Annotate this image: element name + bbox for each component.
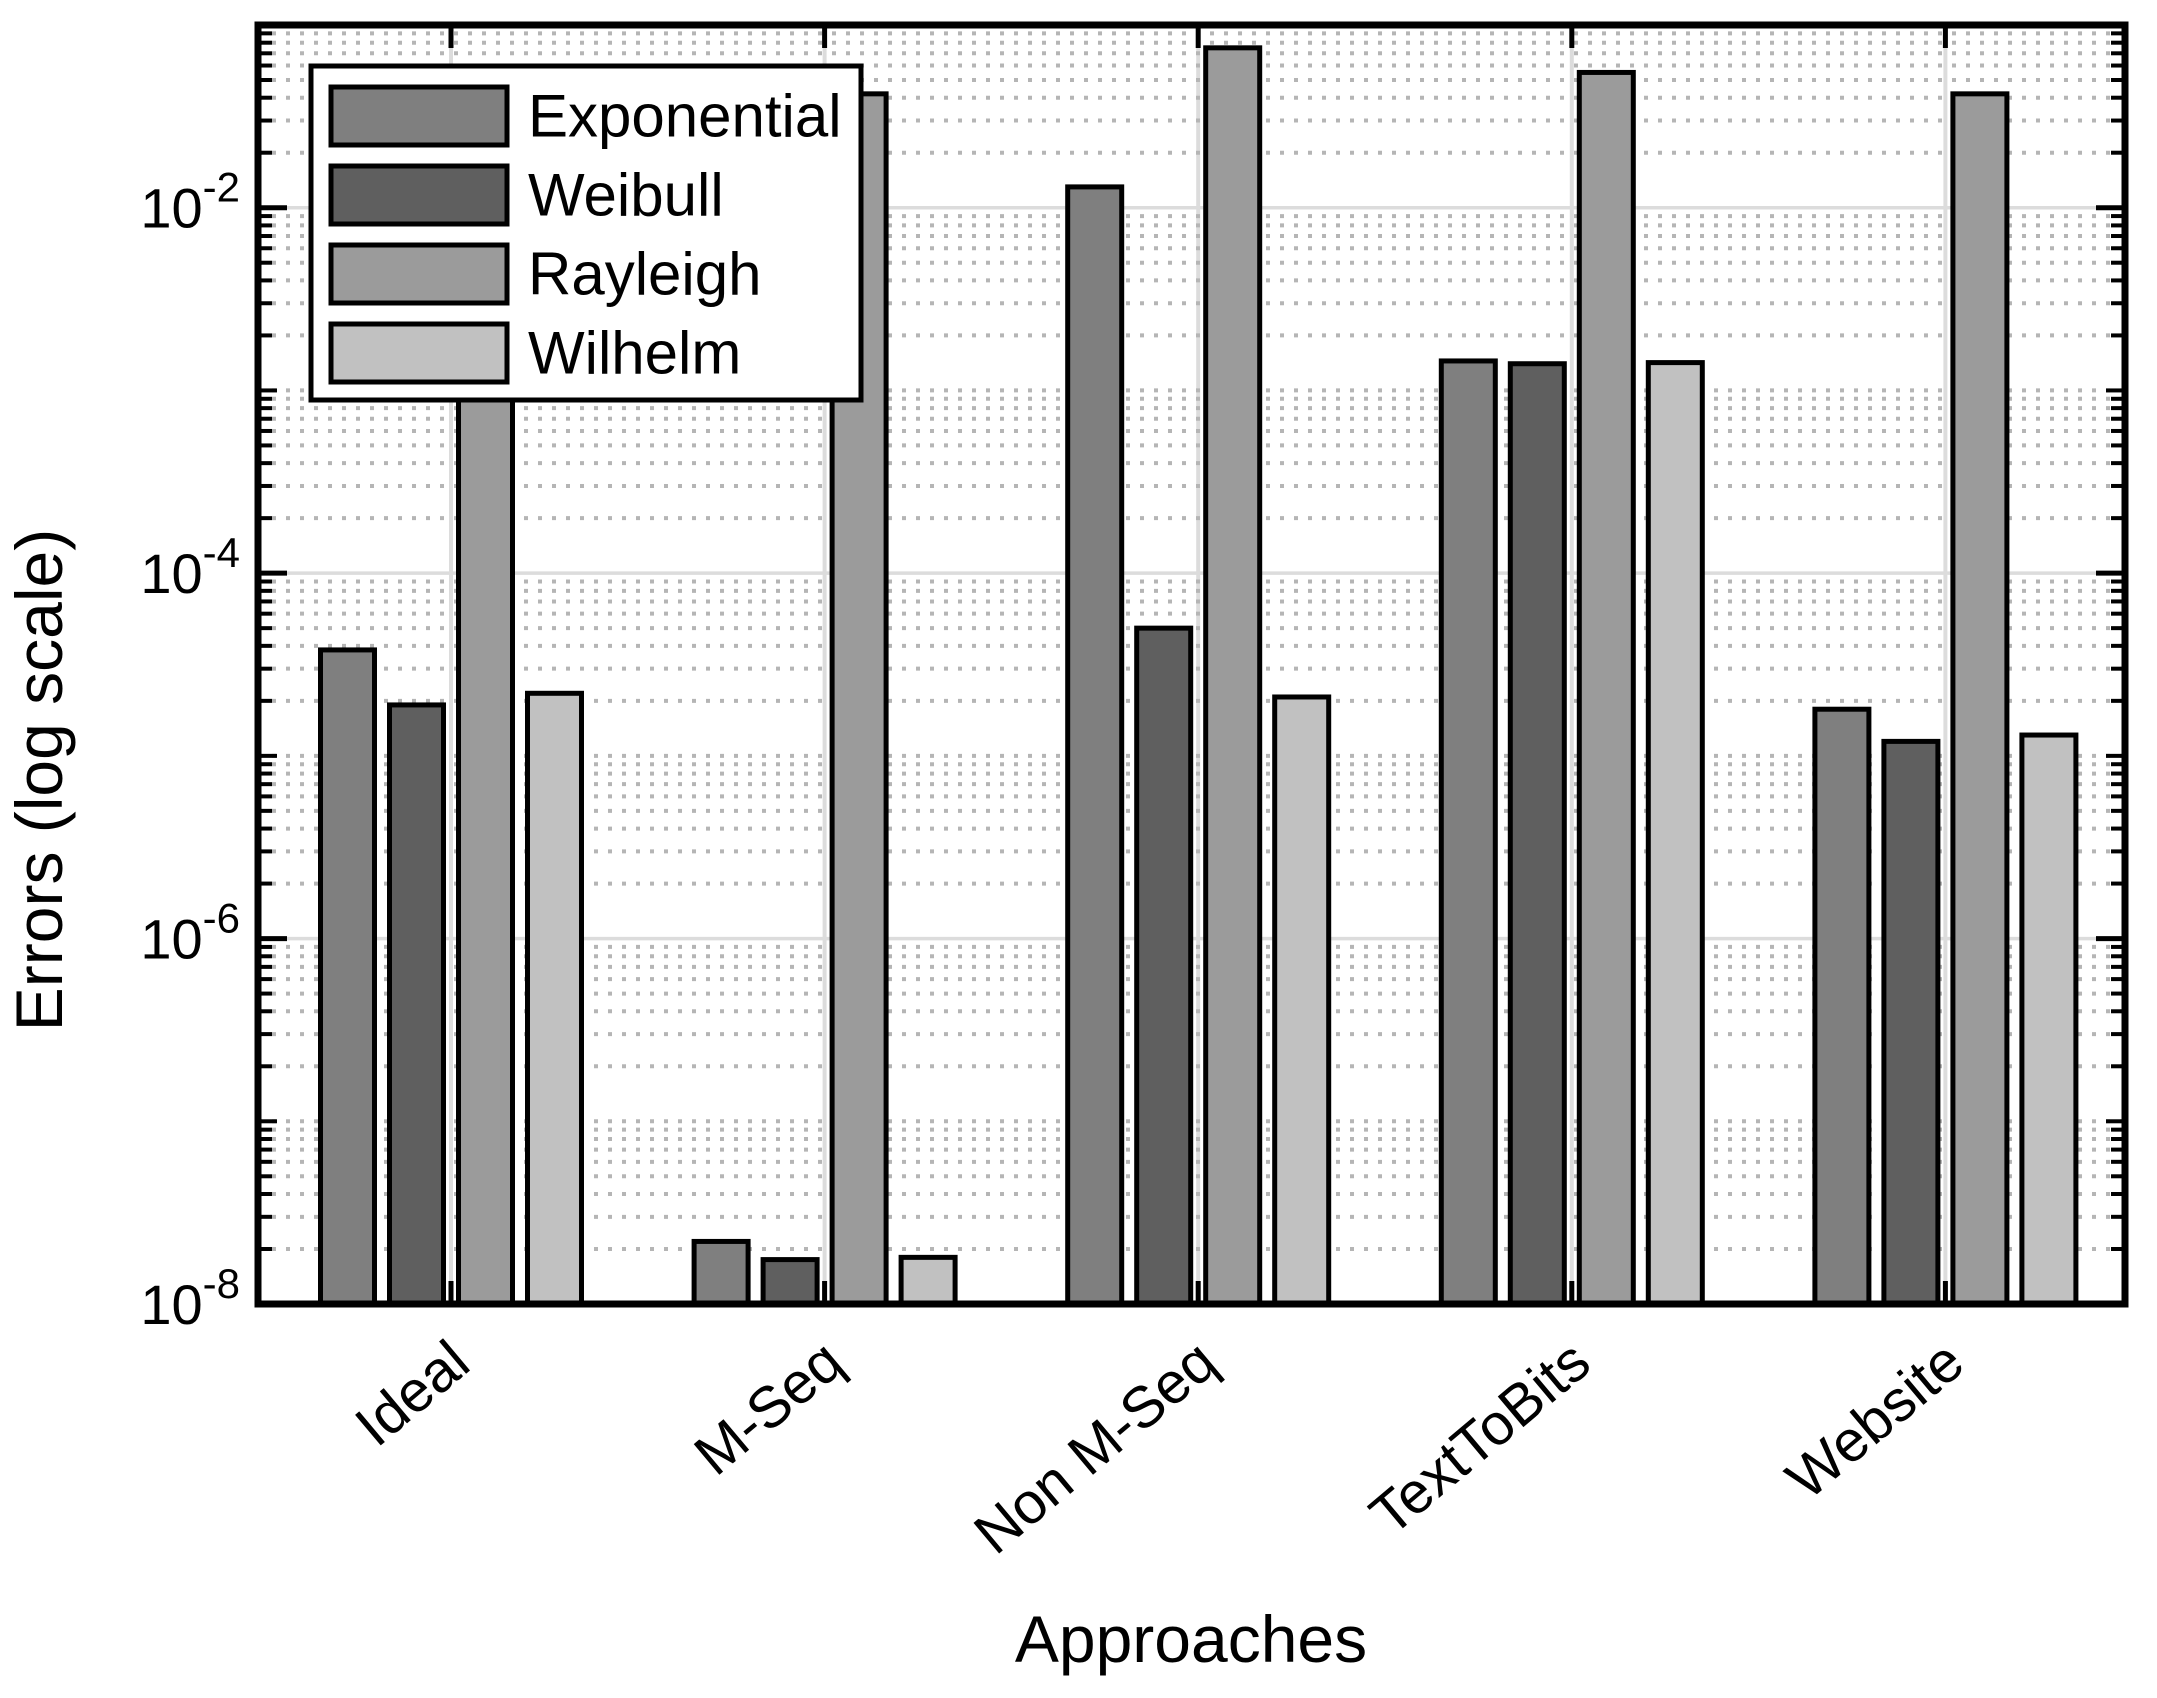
x-tick-label-website: Website (1774, 1328, 1975, 1512)
axes-box (254, 21, 2129, 1308)
y-tick-label: 10-2 (140, 164, 240, 240)
legend-label-rayleigh: Rayleigh (528, 241, 761, 308)
bar-exponential-non-m-seq (1065, 184, 1125, 1307)
x-tick-label-ideal: Ideal (343, 1328, 481, 1459)
legend-label-exponential: Exponential (528, 83, 842, 150)
legend-swatch-wilhelm (328, 321, 510, 385)
bar-exponential-texttobits (1438, 358, 1498, 1307)
bar-weibull-website (1881, 738, 1941, 1307)
bar-wilhelm-website (2019, 732, 2079, 1307)
bar-wilhelm-texttobits (1645, 360, 1705, 1307)
legend: Exponential Weibull Rayleigh Wilhelm (308, 63, 864, 403)
bar-weibull-m-seq (760, 1257, 820, 1307)
bar-exponential-website (1812, 706, 1872, 1307)
legend-swatch-weibull (328, 163, 510, 227)
bar-rayleigh-non-m-seq (1203, 45, 1263, 1307)
y-tick-label: 10-4 (140, 529, 240, 605)
x-tick-label-texttobits: TextToBits (1358, 1328, 1602, 1548)
legend-swatch-exponential (328, 84, 510, 148)
bar-wilhelm-m-seq (898, 1254, 958, 1307)
bar-exponential-m-seq (691, 1238, 751, 1307)
bar-weibull-texttobits (1507, 361, 1567, 1307)
legend-label-weibull: Weibull (528, 162, 724, 229)
bar-weibull-non-m-seq (1134, 625, 1194, 1307)
bar-rayleigh-texttobits (1576, 69, 1636, 1307)
y-tick-label: 10-6 (140, 895, 240, 971)
bar-exponential-ideal (318, 647, 377, 1307)
legend-swatch-rayleigh (328, 242, 510, 306)
x-axis-label: Approaches (1015, 1602, 1367, 1676)
bar-rayleigh-website (1950, 91, 2010, 1307)
bar-wilhelm-ideal (525, 690, 584, 1307)
y-axis-label: Errors (log scale) (2, 529, 76, 1031)
x-tick-labels: Ideal M-Seq Non M-Seq TextToBits Website (343, 1328, 1976, 1566)
y-tick-labels: 10-2 10-4 10-6 10-8 (140, 164, 240, 1336)
y-tick-label: 10-8 (140, 1260, 240, 1336)
x-tick-label-non-m-seq: Non M-Seq (962, 1328, 1228, 1566)
tick-layer (261, 28, 2122, 1301)
axes-layer (254, 21, 2129, 1308)
bar-weibull-ideal (387, 702, 446, 1307)
legend-label-wilhelm: Wilhelm (528, 320, 741, 387)
bar-wilhelm-non-m-seq (1272, 694, 1332, 1307)
x-tick-label-m-seq: M-Seq (682, 1328, 855, 1488)
